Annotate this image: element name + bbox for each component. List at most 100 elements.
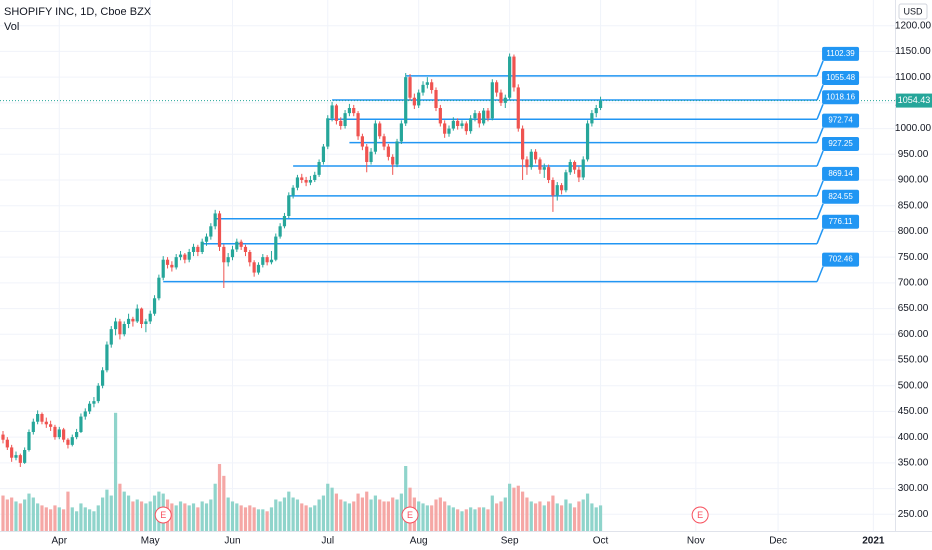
earnings-marker[interactable]	[691, 506, 709, 524]
x-tick-label: Jul	[321, 536, 334, 547]
candle-body	[265, 257, 269, 263]
volume-bar	[538, 501, 542, 531]
callout-pointer	[816, 60, 824, 77]
callout-pointer	[816, 150, 824, 167]
volume-bar	[568, 503, 572, 531]
volume-bar	[213, 483, 217, 531]
volume-bar	[31, 497, 35, 531]
candle-body	[568, 162, 572, 173]
y-tick-label: 450.00	[898, 406, 929, 417]
candle-body	[88, 403, 92, 412]
volume-bar	[252, 507, 256, 531]
volume-bar	[291, 497, 295, 531]
volume-bar	[577, 501, 581, 531]
volume-bar	[503, 497, 507, 531]
candle-body	[57, 429, 61, 438]
volume-bar	[265, 511, 269, 531]
volume-bar	[23, 499, 27, 531]
volume-bar	[382, 501, 386, 531]
volume-bar	[321, 495, 326, 531]
volume-bar	[343, 501, 347, 531]
volume-bar	[148, 501, 152, 531]
callout-pointer	[816, 127, 824, 143]
x-tick-label: Sep	[501, 536, 519, 547]
y-tick-label: 1200.00	[895, 20, 932, 31]
y-tick-label: 750.00	[898, 252, 929, 263]
volume-bar	[36, 503, 40, 531]
volume-bar	[75, 511, 79, 531]
candle-body	[109, 329, 113, 345]
volume-bar	[261, 509, 265, 531]
candle-body	[330, 105, 334, 119]
candle-body	[425, 82, 429, 85]
candle-body	[70, 437, 74, 445]
candle-body	[291, 187, 295, 196]
volume-bar	[434, 499, 438, 531]
callout-label: 824.55	[828, 192, 853, 201]
y-tick-label: 850.00	[898, 200, 929, 211]
callout-box	[822, 90, 860, 105]
y-tick-label: 950.00	[898, 149, 929, 160]
candle-body	[239, 241, 243, 247]
candle-body	[464, 123, 468, 132]
y-tick-label: 1100.00	[895, 72, 931, 83]
volume-bar	[482, 507, 486, 531]
candle-body	[83, 411, 87, 417]
candle-body	[261, 257, 265, 265]
candle-body	[399, 123, 403, 142]
volume-bar	[274, 499, 278, 531]
candle-body	[174, 257, 178, 268]
volume-bar	[174, 505, 178, 531]
volume-bar	[226, 497, 230, 531]
volume-bar	[88, 509, 92, 531]
candle-body	[447, 128, 451, 134]
volume-bar	[386, 501, 390, 531]
volume-bar	[144, 503, 148, 531]
candle-body	[191, 246, 196, 252]
candle-body	[269, 259, 274, 263]
volume-bar	[399, 493, 403, 531]
earnings-marker[interactable]	[154, 506, 172, 524]
volume-bar	[1, 495, 5, 531]
volume-bar	[113, 412, 118, 531]
callout-pointer	[816, 180, 824, 197]
volume-bar	[317, 499, 321, 531]
candle-body	[590, 113, 594, 124]
callout-label: 1018.16	[826, 92, 855, 101]
volume-bar	[473, 509, 477, 531]
candle-body	[53, 426, 57, 438]
volume-bar	[495, 503, 499, 531]
candle-body	[577, 169, 581, 178]
volume-bar	[546, 501, 551, 531]
candle-body	[585, 123, 590, 160]
volume-bar	[278, 501, 282, 531]
callout-label: 1055.48	[826, 73, 855, 82]
y-tick-label: 650.00	[898, 303, 929, 314]
callout-box	[822, 113, 860, 128]
volume-bar	[79, 503, 83, 531]
earnings-marker[interactable]	[401, 506, 419, 524]
candle-body	[248, 252, 252, 263]
volume-label: Vol	[4, 21, 19, 33]
candle-body	[360, 136, 364, 147]
volume-bar	[287, 491, 291, 531]
volume-bar	[18, 503, 22, 531]
currency-box[interactable]	[898, 3, 928, 20]
callout-label: 702.46	[828, 255, 853, 264]
candle-body	[477, 113, 481, 124]
candle-body	[538, 159, 542, 170]
candle-body	[343, 113, 347, 126]
candle-body	[347, 108, 352, 114]
candle-body	[170, 264, 174, 268]
callout-box	[822, 166, 860, 181]
volume-bar	[486, 509, 490, 531]
volume-bar	[421, 503, 425, 531]
candle-body	[196, 246, 200, 252]
candle-body	[5, 439, 9, 448]
volume-bar	[14, 501, 18, 531]
candle-body	[486, 110, 490, 119]
callout-box	[822, 214, 860, 229]
x-tick-label: Apr	[52, 536, 68, 547]
volume-bar	[447, 505, 451, 531]
candle-body	[235, 241, 239, 250]
